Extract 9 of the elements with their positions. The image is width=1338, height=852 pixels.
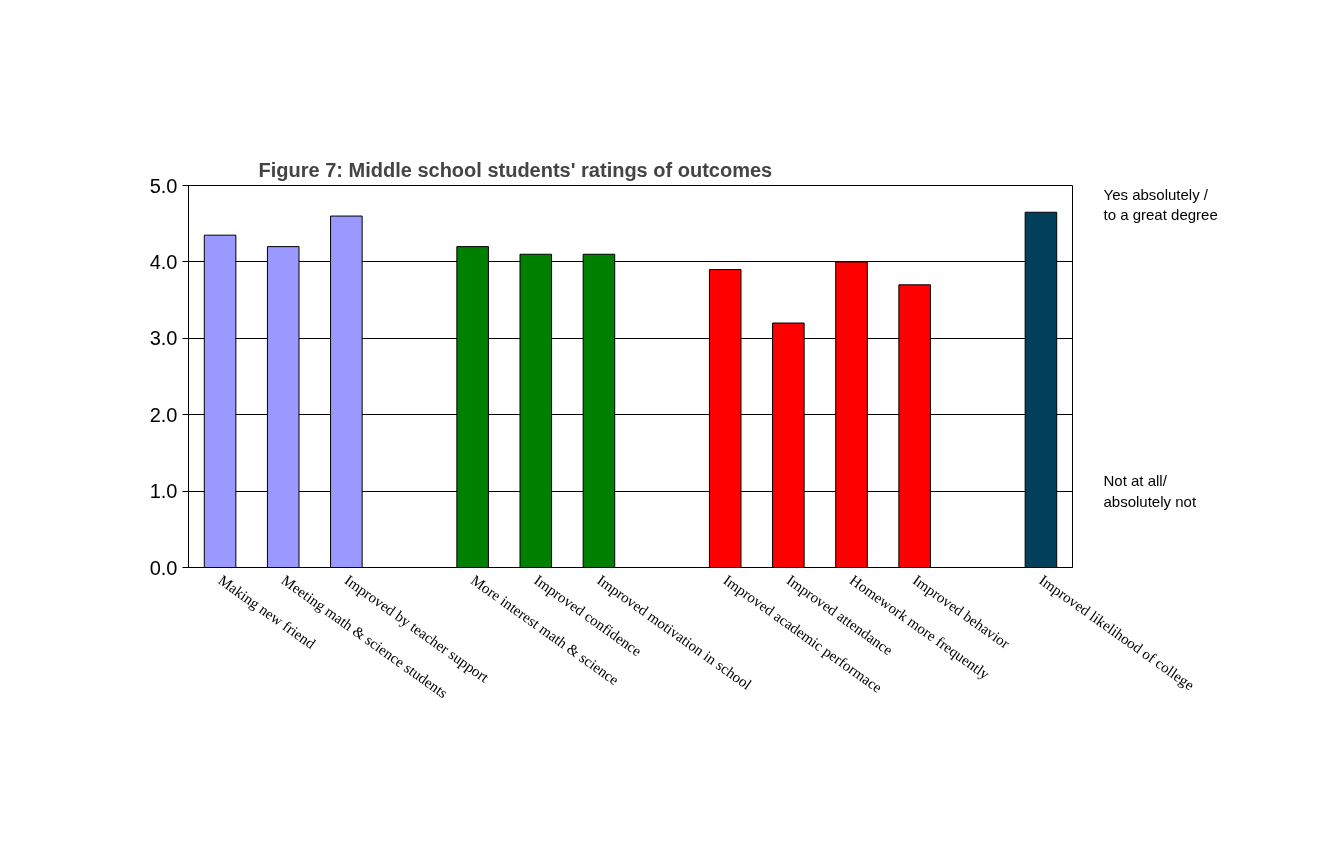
y-tick-label: 2.0 [149,403,178,426]
text: Yes absolutely / to a great degree [1103,185,1218,224]
y-tick-label: 5.0 [149,174,178,197]
y-tick-label: 3.0 [149,327,178,350]
y-tick-label: 4.0 [149,250,178,273]
text: Not at all/ absolutely not [1103,472,1197,510]
chart-title: Figure 7: Middle school students' ratings of outcomes [258,158,773,181]
y-tick-label: 0.0 [149,556,178,579]
y-tick-label: 1.0 [149,480,178,503]
